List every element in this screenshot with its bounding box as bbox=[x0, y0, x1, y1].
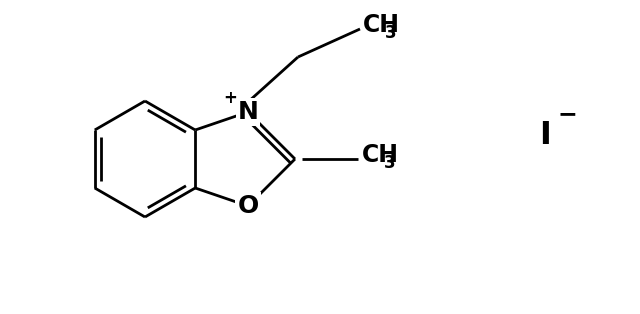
Text: −: − bbox=[557, 102, 577, 126]
Text: CH: CH bbox=[362, 143, 399, 167]
Text: I: I bbox=[539, 121, 551, 151]
Text: 3: 3 bbox=[383, 154, 395, 172]
Text: O: O bbox=[237, 194, 259, 218]
Text: +: + bbox=[223, 89, 237, 107]
Text: 3: 3 bbox=[385, 24, 396, 42]
Text: N: N bbox=[237, 100, 259, 124]
Text: CH: CH bbox=[363, 13, 400, 37]
